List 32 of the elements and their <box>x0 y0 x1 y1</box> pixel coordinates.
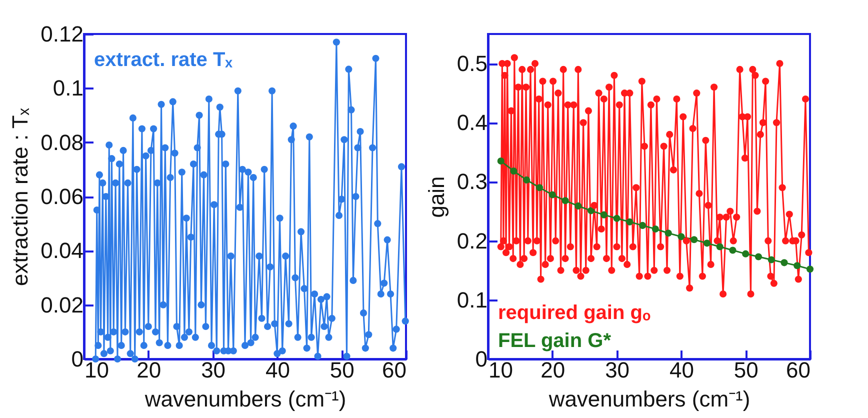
y-tick-label: 0.08 <box>40 130 84 155</box>
x-tick-label: 30 <box>605 358 630 382</box>
x-tick-label: 60 <box>786 358 810 382</box>
x-axis-title: wavenumbers (cm⁻¹) <box>548 386 750 412</box>
y-tick-label: 0.12 <box>40 22 84 46</box>
y-axis-title: extraction rate : Tₓ <box>8 107 33 286</box>
text: FEL gain G* <box>498 330 612 352</box>
x-tick-label: 10 <box>488 358 513 382</box>
y-tick-label: 0 <box>475 346 488 372</box>
x-tick-label: 10 <box>84 358 109 382</box>
y-tick-label: 0.1 <box>52 76 84 101</box>
y-tick-label: 0.5 <box>456 51 488 76</box>
series-label: required gain gₒ <box>498 302 651 324</box>
x-tick-label: 30 <box>201 358 226 382</box>
x-tick-label: 20 <box>540 358 566 382</box>
x-tick-label: 60 <box>382 358 406 382</box>
y-tick-label: 0.06 <box>40 184 84 209</box>
y-tick-label: 0.2 <box>456 228 488 254</box>
y-tick-label: 0.3 <box>456 169 488 194</box>
x-tick-label: 40 <box>669 358 694 382</box>
y-tick-label: 0.4 <box>456 110 488 136</box>
x-tick-label: 50 <box>734 358 758 382</box>
series-label: extract. rate Tₓ <box>94 49 234 71</box>
y-axis-title: gain <box>424 176 449 218</box>
y-tick-label: 0.04 <box>40 238 84 264</box>
x-axis-title: wavenumbers (cm⁻¹) <box>144 386 346 412</box>
x-tick-label: 50 <box>330 358 354 382</box>
y-tick-label: 0.02 <box>40 292 84 318</box>
y-tick-label: 0.1 <box>456 287 488 312</box>
y-tick-label: 0 <box>71 346 84 372</box>
x-tick-label: 20 <box>136 358 162 382</box>
x-tick-label: 40 <box>265 358 290 382</box>
